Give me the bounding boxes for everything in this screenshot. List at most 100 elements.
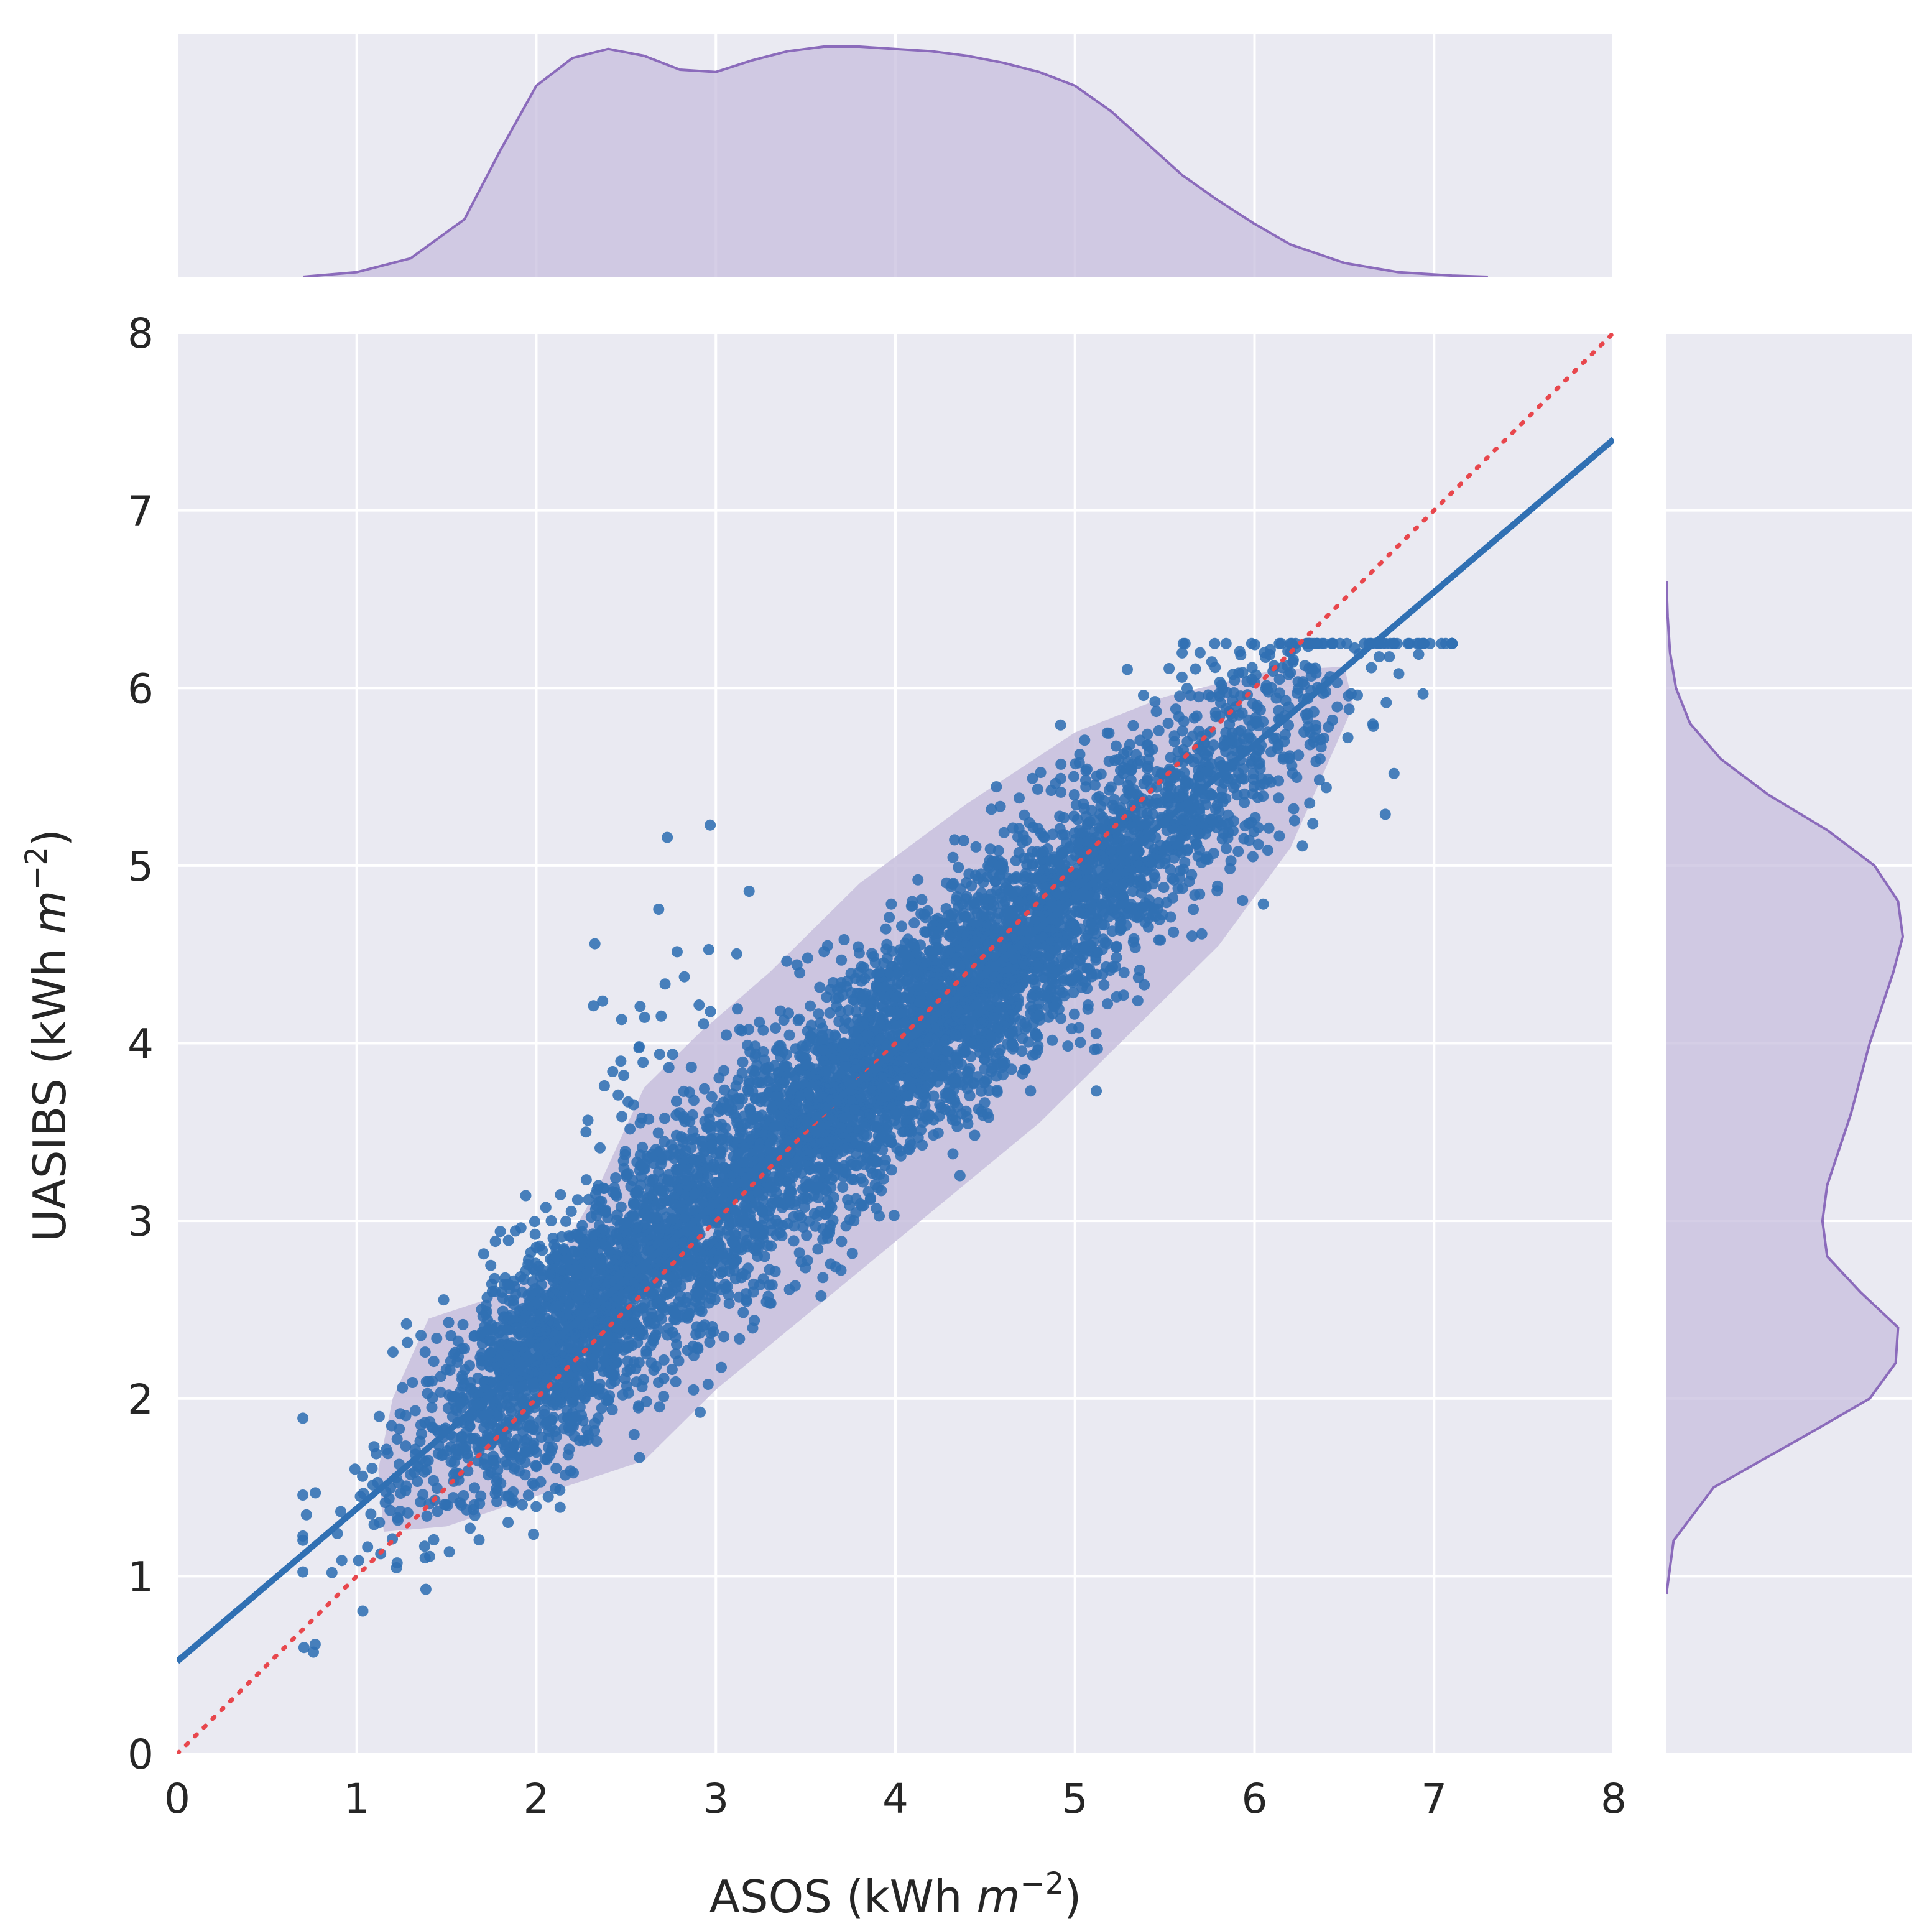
scatter-point [498,1311,510,1323]
scatter-point [895,1150,907,1162]
scatter-point [721,1029,733,1041]
scatter-point [1273,674,1285,685]
scatter-point [1233,667,1245,679]
scatter-point [918,909,930,920]
scatter-point [1308,706,1320,718]
scatter-point [592,1412,604,1424]
scatter-point [821,991,833,1003]
scatter-point [529,1228,541,1240]
scatter-point [770,1022,782,1034]
scatter-point [998,1020,1010,1032]
scatter-point [1158,882,1170,893]
scatter-point [679,1259,691,1271]
scatter-point [1162,781,1174,793]
scatter-point [685,1062,697,1073]
scatter-point [1283,720,1295,731]
scatter-point [718,1065,730,1077]
scatter-point [310,1487,321,1499]
scatter-point [977,1016,989,1028]
scatter-point [1089,779,1101,791]
scatter-point [297,1530,309,1542]
scatter-point [415,1496,427,1508]
scatter-point [563,1443,575,1455]
scatter-point [1106,925,1118,937]
scatter-point [590,1200,602,1211]
scatter-point [800,1262,811,1274]
scatter-point [1031,1029,1043,1041]
scatter-point [373,1410,385,1422]
scatter-point [848,994,859,1006]
scatter-point [653,904,665,915]
marginal-y-density-line [1666,581,1905,1595]
scatter-point [515,1392,527,1404]
scatter-point [1124,830,1135,842]
scatter-point [598,1080,610,1091]
scatter-point [1257,898,1269,910]
scatter-point [994,800,1006,812]
scatter-point [851,1160,863,1172]
marginal-x-density-fill [303,47,1488,277]
scatter-point [420,1376,432,1387]
scatter-point [618,1070,630,1081]
scatter-point [749,1093,761,1104]
scatter-point [1246,755,1257,767]
scatter-point [1090,1027,1102,1039]
scatter-point [391,1433,403,1445]
scatter-point [1283,669,1295,680]
scatter-point [991,1085,1003,1096]
scatter-point [1220,637,1232,649]
scatter-point [780,1049,792,1060]
scatter-point [1190,663,1201,675]
scatter-point [946,1114,958,1126]
scatter-point [516,1499,528,1511]
scatter-point [654,1401,665,1413]
scatter-point [628,1429,640,1440]
scatter-point [670,1376,682,1387]
scatter-point [438,1294,450,1306]
scatter-point [1188,712,1200,724]
scatter-point [737,1307,749,1318]
scatter-point [622,1168,634,1180]
scatter-point [1070,758,1081,770]
scatter-point [1091,1085,1102,1097]
scatter-point [670,1095,682,1107]
scatter-point [1275,637,1287,649]
scatter-point [1221,843,1232,854]
scatter-point [736,1067,748,1079]
scatter-point [397,1382,409,1394]
scatter-point [1223,809,1234,821]
scatter-point [793,1247,805,1259]
scatter-point [712,1121,724,1132]
scatter-point [1071,813,1083,825]
scatter-point [1142,761,1154,772]
scatter-point [991,781,1002,793]
scatter-point [1331,701,1343,713]
scatter-point [1127,720,1139,731]
scatter-point [984,861,996,873]
scatter-point [421,1510,433,1522]
scatter-point [1032,783,1043,795]
scatter-point [418,1540,430,1552]
scatter-point [501,1429,512,1441]
scatter-point [699,1083,710,1095]
scatter-point [888,1210,900,1221]
scatter-point [424,1550,435,1562]
scatter-point [731,948,742,960]
scatter-point [362,1541,374,1553]
scatter-point [949,834,961,846]
scatter-point [542,1491,554,1503]
scatter-point [462,1452,474,1464]
scatter-point [617,1389,629,1401]
scatter-point [789,1280,801,1292]
scatter-point [1342,732,1354,744]
scatter-point [1233,709,1245,721]
marginal-y-density-fill [1666,581,1903,1594]
scatter-point [834,1006,846,1017]
scatter-point [737,1056,749,1068]
scatter-point [1068,987,1079,999]
scatter-point [621,1380,632,1392]
scatter-point [1218,777,1230,789]
scatter-point [1005,1063,1017,1075]
scatter-point [672,1183,684,1195]
